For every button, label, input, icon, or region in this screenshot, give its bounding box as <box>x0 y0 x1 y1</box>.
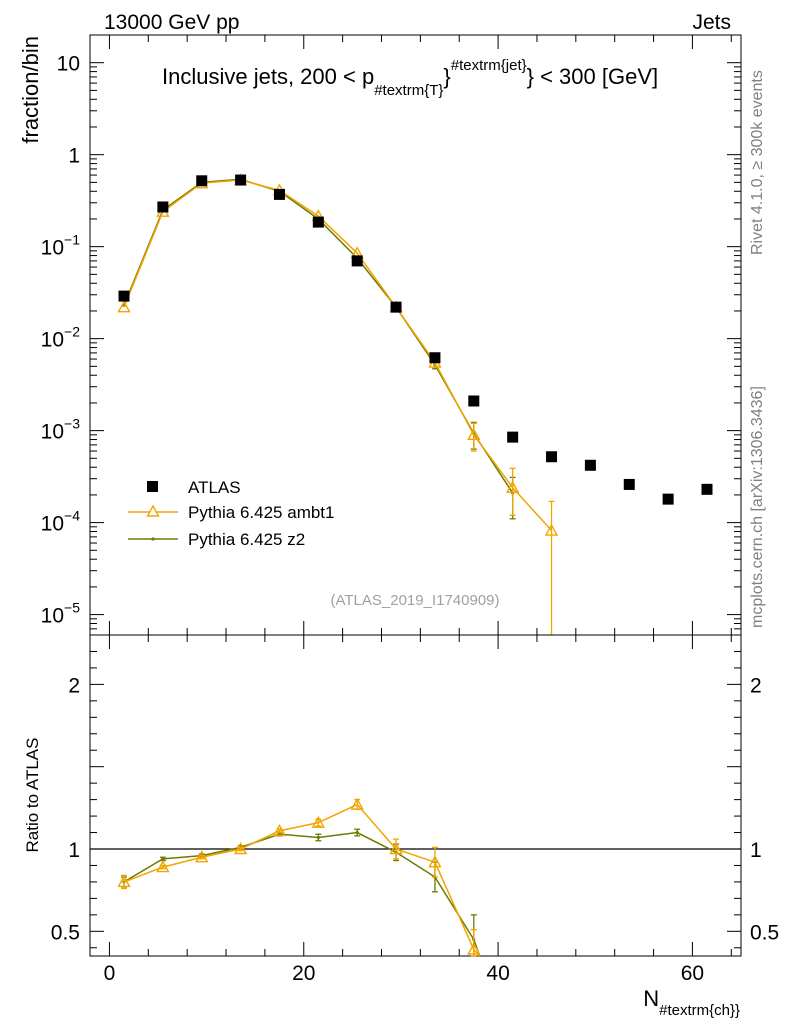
main-y-tick-base: 10 <box>41 605 64 628</box>
main-y-tick-exponent: −2 <box>64 324 80 340</box>
collision-label: 13000 GeV pp <box>104 11 239 34</box>
main-series-group <box>117 173 713 635</box>
ratio-series-group <box>117 797 481 957</box>
main-y-tick-label: 10−1 <box>41 232 81 260</box>
main-y-tick-base: 10 <box>41 237 64 260</box>
main-y-axis-label: fraction/bin <box>18 36 43 144</box>
ambt1-ratio-point <box>311 815 326 828</box>
atlas-point <box>701 483 713 495</box>
atlas-point <box>623 478 635 490</box>
main-y-tick-exponent: −3 <box>64 416 80 432</box>
atlas-point <box>118 290 130 302</box>
ratio-y-ticks: 0.5 0.5 1 1 2 2 <box>51 650 779 949</box>
z2-ratio-point <box>355 830 359 835</box>
legend-z2-marker <box>151 537 155 541</box>
atlas-point <box>196 175 208 187</box>
x-axis-label-main: N <box>643 986 659 1011</box>
plot-title-closebrace: } <box>443 64 450 89</box>
ratio-y-axis-label: Ratio to ATLAS <box>23 738 42 853</box>
analysis-watermark: (ATLAS_2019_I1740909) <box>330 592 499 609</box>
x-axis-label-subscript: #textrm{ch}} <box>659 1002 740 1019</box>
main-y-tick-base: 10 <box>41 329 64 352</box>
atlas-point <box>235 174 247 186</box>
ratio-y-tick-label: 0.5 <box>51 921 80 944</box>
ratio-panel: 0.5 0.5 1 1 2 2 0 20 40 60 Ratio to ATLAS N#text… <box>23 634 779 1019</box>
ambt1-ratio-point <box>156 860 170 873</box>
atlas-point <box>468 395 480 407</box>
main-y-tick-base: 1 <box>68 145 80 168</box>
observable-label: Jets <box>692 11 731 34</box>
ambt1-point <box>544 523 559 536</box>
plot-title-tail: } < 300 [GeV] <box>527 64 658 89</box>
plot-title-superscript: #textrm{jet} <box>451 57 527 74</box>
z2-ratio-line <box>123 831 481 957</box>
legend: ATLAS Pythia 6.425 ambt1 Pythia 6.425 z2 <box>128 478 334 549</box>
legend-ambt1-marker <box>146 504 160 517</box>
atlas-point <box>662 493 674 505</box>
atlas-point <box>507 431 519 443</box>
atlas-point <box>157 201 169 213</box>
main-y-tick-base: 10 <box>41 513 64 536</box>
main-y-tick-base: 10 <box>41 421 64 444</box>
main-y-tick-label: 10−3 <box>41 416 81 444</box>
atlas-point <box>312 216 324 228</box>
source-label: mcplots.cern.ch [arXiv:1306.3436] <box>749 386 766 628</box>
legend-atlas-marker <box>147 481 158 492</box>
atlas-point <box>429 352 441 364</box>
main-y-tick-label: 10−5 <box>41 600 81 628</box>
z2-ratio-point <box>316 835 320 840</box>
main-y-tick-label: 1 <box>68 145 80 168</box>
ratio-plot-frame <box>89 634 742 957</box>
ambt1-ratio-point <box>117 874 131 888</box>
legend-z2-label: Pythia 6.425 z2 <box>188 530 305 549</box>
plot-title: Inclusive jets, 200 < p#textrm{T}}#textr… <box>162 57 658 99</box>
atlas-point <box>584 459 596 471</box>
ratio-y-tick-label-right: 1 <box>750 839 762 862</box>
ambt1-ratio-point <box>272 823 287 837</box>
ratio-y-tick-label: 1 <box>68 839 80 862</box>
ambt1-point <box>467 427 481 441</box>
rivet-version-label: Rivet 4.1.0, ≥ 300k events <box>749 70 766 255</box>
main-y-tick-label: 10 <box>57 53 80 76</box>
ratio-y-tick-label-right: 2 <box>750 674 762 697</box>
main-x-ticks <box>108 35 732 635</box>
ambt1-ratio-point <box>195 850 209 863</box>
ambt1-ratio-line <box>123 803 481 957</box>
plot-title-main: Inclusive jets, 200 < p <box>162 64 374 89</box>
ratio-y-tick-label: 2 <box>68 674 80 697</box>
main-y-tick-exponent: −5 <box>64 600 80 616</box>
x-tick-label: 40 <box>486 962 509 985</box>
ratio-y-tick-label-right: 0.5 <box>750 921 779 944</box>
ratio-x-ticks: 0 20 40 60 <box>104 635 732 985</box>
ambt1-ratio-point <box>428 855 442 868</box>
ambt1-ratio-point <box>467 942 481 955</box>
ambt1-point <box>117 300 131 313</box>
main-y-tick-base: 10 <box>57 53 80 76</box>
x-tick-label: 60 <box>681 962 704 985</box>
main-y-tick-label: 10−4 <box>41 508 81 536</box>
x-tick-label: 0 <box>104 962 116 985</box>
ambt1-point <box>505 480 520 493</box>
atlas-point <box>273 188 285 200</box>
plot-title-subscript: #textrm{T} <box>374 82 443 99</box>
ambt1-ratio-point <box>233 842 248 855</box>
ambt1-ratio-point <box>350 797 364 810</box>
atlas-point <box>390 301 402 313</box>
x-tick-label: 20 <box>292 962 315 985</box>
ambt1-line <box>123 179 553 532</box>
x-axis-label: N#textrm{ch}} <box>643 986 740 1019</box>
main-y-tick-exponent: −4 <box>64 508 80 524</box>
atlas-point <box>351 255 363 267</box>
atlas-point <box>546 451 558 463</box>
main-y-tick-exponent: −1 <box>64 232 80 248</box>
ambt1-ratio-point <box>389 842 403 855</box>
z2-ratio-point <box>161 857 165 861</box>
legend-atlas-label: ATLAS <box>188 478 241 497</box>
legend-ambt1-label: Pythia 6.425 ambt1 <box>188 503 334 522</box>
main-y-tick-label: 10−2 <box>41 324 81 352</box>
